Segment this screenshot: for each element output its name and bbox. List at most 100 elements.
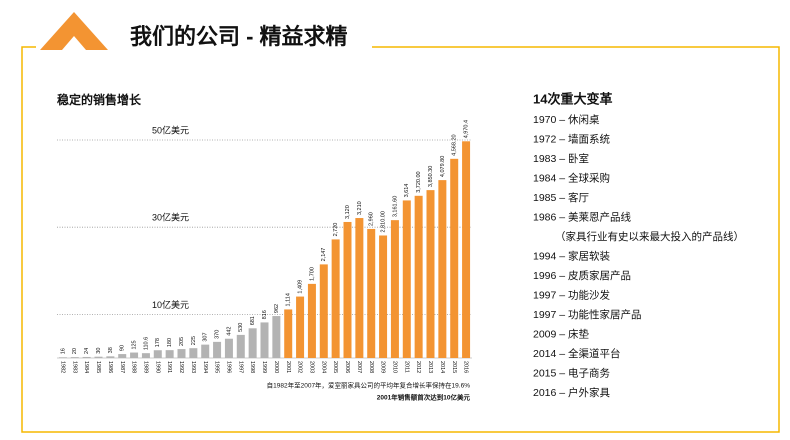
milestone: 1983 – 卧室 — [533, 152, 589, 165]
x-tick-label: 1983 — [71, 361, 77, 373]
value-label: 3,210 — [357, 201, 363, 215]
x-tick-label: 1993 — [190, 361, 196, 373]
x-tick-label: 2005 — [332, 361, 338, 373]
milestone: 1986 – 美莱恩产品线 — [533, 210, 632, 223]
bar — [58, 357, 67, 358]
x-tick-label: 1989 — [142, 361, 148, 373]
bar — [201, 344, 210, 358]
bar — [307, 283, 316, 358]
milestone: 2016 – 户外家具 — [533, 386, 611, 399]
bar — [284, 309, 293, 358]
bar — [319, 264, 328, 358]
value-label: 2,147 — [321, 248, 327, 262]
value-label: 38 — [108, 347, 114, 353]
page-title: 我们的公司 - 精益求精 — [130, 24, 348, 49]
bar — [260, 322, 269, 358]
bar — [118, 354, 127, 358]
x-tick-label: 2014 — [439, 361, 445, 373]
value-label: 30 — [96, 348, 102, 354]
value-label: 2,960 — [369, 212, 375, 226]
bar — [438, 180, 447, 358]
milestone: 1984 – 全球采购 — [533, 171, 610, 184]
milestone: 1972 – 墙面系统 — [533, 132, 611, 145]
x-tick-label: 1987 — [119, 361, 125, 373]
value-label: 4,970.4 — [464, 120, 470, 138]
x-tick-label: 1984 — [83, 361, 89, 373]
value-label: 370 — [215, 330, 221, 339]
x-tick-label: 2004 — [320, 361, 326, 373]
reference-label: 10亿美元 — [152, 299, 189, 310]
bar — [426, 190, 435, 358]
milestone: 1985 – 客厅 — [533, 191, 589, 204]
x-tick-label: 1997 — [237, 361, 243, 373]
value-label: 24 — [84, 348, 90, 354]
bar — [213, 341, 222, 358]
bar — [141, 353, 150, 358]
milestone: 2015 – 电子商务 — [533, 366, 611, 379]
bar — [379, 235, 388, 358]
bar — [106, 356, 115, 358]
value-label: 225 — [191, 336, 197, 345]
x-tick-label: 2010 — [391, 361, 397, 373]
bar — [367, 228, 376, 358]
bar — [331, 239, 340, 358]
x-tick-label: 2002 — [297, 361, 303, 373]
list-title: 14次重大变革 — [533, 91, 612, 106]
value-label: 4,568.20 — [452, 134, 458, 155]
milestone: （家具行业有史以来最大投入的产品线） — [555, 230, 744, 243]
value-label: 4,079.80 — [440, 156, 446, 177]
value-label: 3,850.30 — [428, 166, 434, 187]
value-label: 3,120 — [345, 205, 351, 219]
milestone: 2014 – 全渠道平台 — [533, 347, 621, 360]
milestone: 2009 – 床垫 — [533, 327, 590, 340]
x-tick-label: 1986 — [107, 361, 113, 373]
value-label: 962 — [274, 304, 280, 313]
x-tick-label: 2008 — [368, 361, 374, 373]
x-tick-label: 2007 — [356, 361, 362, 373]
value-label: 180 — [167, 338, 173, 347]
bar — [165, 350, 174, 358]
x-tick-label: 2006 — [344, 361, 350, 373]
value-label: 205 — [179, 337, 185, 346]
x-tick-label: 2003 — [308, 361, 314, 373]
x-tick-label: 2013 — [427, 361, 433, 373]
bar — [94, 356, 103, 358]
value-label: 530 — [238, 323, 244, 332]
annotation: 自1982年至2007年，爱室丽家具公司的平均年复合增长率保持在19.6% — [267, 381, 471, 390]
value-label: 3,614 — [404, 184, 410, 198]
bar — [414, 195, 423, 358]
x-tick-label: 1996 — [225, 361, 231, 373]
value-label: 16 — [60, 348, 66, 354]
value-label: 178 — [155, 338, 161, 347]
x-tick-label: 2011 — [403, 361, 409, 373]
value-label: 681 — [250, 316, 256, 325]
x-tick-label: 1988 — [131, 361, 137, 373]
reference-label: 30亿美元 — [152, 212, 189, 223]
bar — [272, 316, 281, 358]
value-label: 125 — [132, 340, 138, 349]
milestone: 1970 – 休闲桌 — [533, 113, 600, 126]
x-tick-label: 1991 — [166, 361, 172, 373]
value-label: 307 — [203, 332, 209, 341]
x-tick-label: 1982 — [59, 361, 65, 373]
value-label: 1,114 — [286, 293, 292, 306]
value-label: 1,409 — [298, 280, 304, 294]
logo — [40, 12, 108, 50]
x-tick-label: 2015 — [451, 361, 457, 373]
value-label: 90 — [120, 345, 126, 351]
chart-subtitle: 稳定的销售增长 — [57, 92, 142, 107]
value-label: 1,700 — [309, 267, 315, 281]
x-tick-label: 1998 — [249, 361, 255, 373]
bar — [82, 356, 91, 358]
x-tick-label: 2000 — [273, 361, 279, 373]
milestone: 1996 – 皮质家居产品 — [533, 269, 631, 282]
bar — [450, 158, 459, 358]
value-label: 110.6 — [143, 337, 149, 350]
frame — [21, 46, 780, 433]
x-tick-label: 1985 — [95, 361, 101, 373]
x-tick-label: 1995 — [214, 361, 220, 373]
bar — [402, 200, 411, 358]
value-label: 3,720.00 — [416, 171, 422, 192]
reference-label: 50亿美元 — [152, 124, 189, 135]
